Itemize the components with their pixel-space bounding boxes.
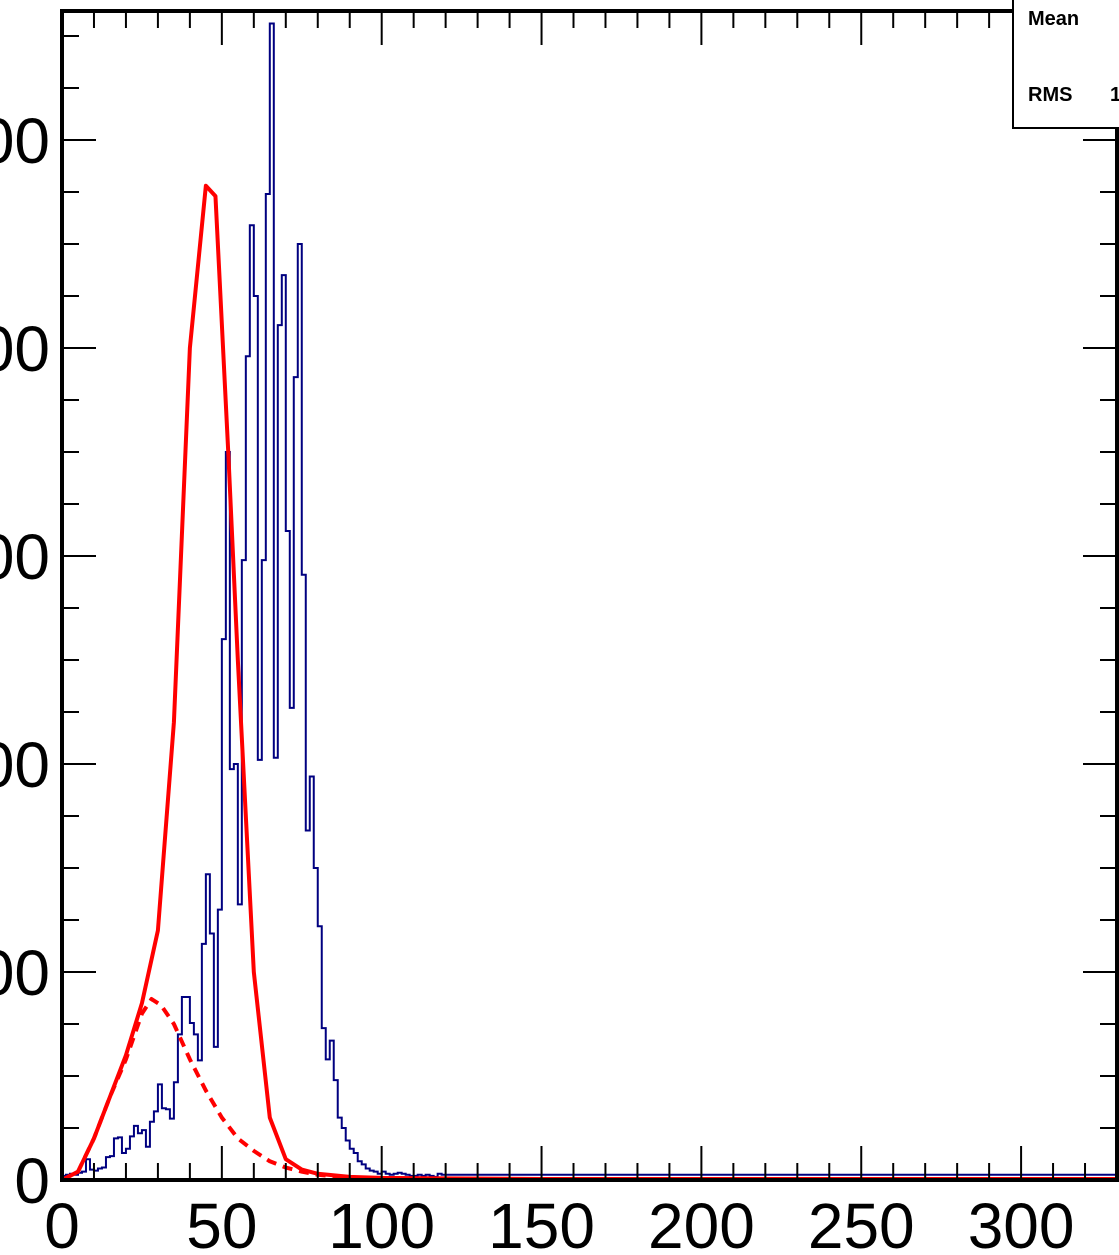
y-tick-label: 00 (0, 937, 50, 1009)
histogram-bars (61, 22, 1117, 1180)
x-tick-label: 200 (648, 1190, 755, 1255)
plot-frame (60, 9, 1119, 1182)
histogram-layer (61, 22, 1117, 1180)
axis-tick-labels: 05010015020025030000000000000 (0, 105, 1074, 1255)
stats-mean-label: Mean (1028, 8, 1079, 30)
y-tick-label: 00 (0, 105, 50, 177)
y-tick-label: 00 (0, 729, 50, 801)
x-tick-label: 250 (808, 1190, 915, 1255)
x-tick-label: 100 (328, 1190, 435, 1255)
x-tick-label: 0 (44, 1190, 80, 1255)
y-tick-label: 00 (0, 521, 50, 593)
fit-curve-dashed (61, 997, 1117, 1182)
stats-box-frame (1012, 0, 1119, 129)
x-tick-label: 50 (186, 1190, 257, 1255)
y-tick-label: 0 (14, 1145, 50, 1217)
y-tick-label: 00 (0, 313, 50, 385)
axis-ticks (61, 11, 1118, 1181)
plot-frame-rect (60, 9, 1119, 1182)
x-tick-label: 150 (488, 1190, 595, 1255)
stats-box: Mean RMS 1 (1012, 0, 1119, 129)
x-tick-label: 300 (968, 1190, 1075, 1255)
stats-rms-label: RMS (1028, 84, 1072, 106)
stats-rms-value: 1 (1110, 84, 1119, 106)
